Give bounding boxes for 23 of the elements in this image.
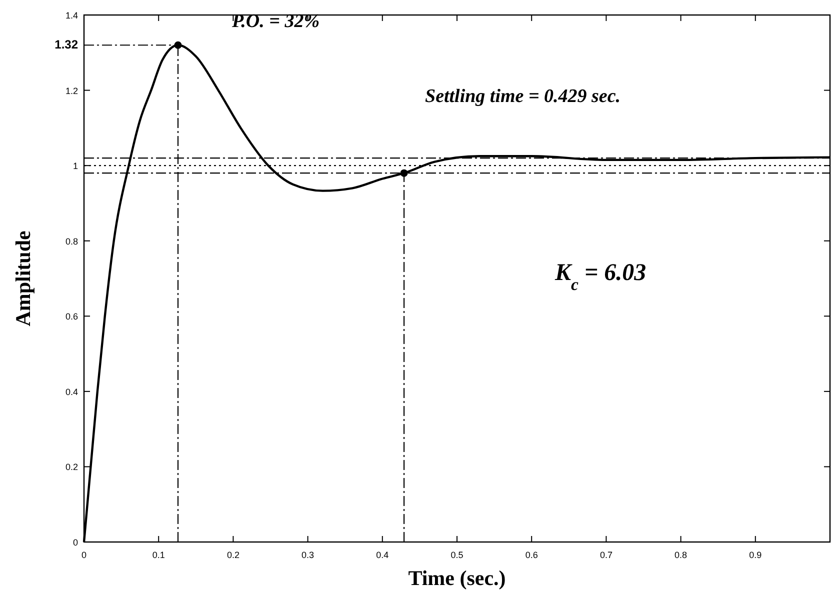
x-tick-label: 0.5 <box>450 550 464 560</box>
y-tick-label: 1.2 <box>65 86 78 96</box>
y-tick-label: 0 <box>72 538 78 548</box>
x-tick-label: 0.2 <box>226 550 240 560</box>
y-axis-title: Amplitude <box>11 230 35 326</box>
annotation: Settling time = 0.429 sec. <box>425 86 621 107</box>
x-tick-label: 0.9 <box>749 550 762 560</box>
y-tick-label: 1 <box>72 161 78 172</box>
y-tick-label: 0.2 <box>65 462 78 472</box>
x-tick-label: 0 <box>81 550 87 560</box>
y-tick-label: 1.4 <box>65 10 78 20</box>
y-tick-label: 1.32 <box>54 38 78 52</box>
x-tick-label: 0.3 <box>302 550 314 560</box>
x-axis-title: Time (sec.) <box>408 566 506 590</box>
annotation: K$_{c}$ = 6.03 <box>554 260 646 294</box>
x-tick-label: 0.6 <box>525 550 538 560</box>
x-tick-label: 0.7 <box>600 550 612 560</box>
x-tick-label: 0.1 <box>152 550 165 560</box>
y-tick-label: 0.4 <box>65 386 78 397</box>
x-tick-label: 0.8 <box>674 550 688 560</box>
y-tick-label: 0.6 <box>65 312 78 322</box>
y-tick-label: 0.8 <box>65 236 78 246</box>
x-tick-label: 0.4 <box>376 550 389 560</box>
